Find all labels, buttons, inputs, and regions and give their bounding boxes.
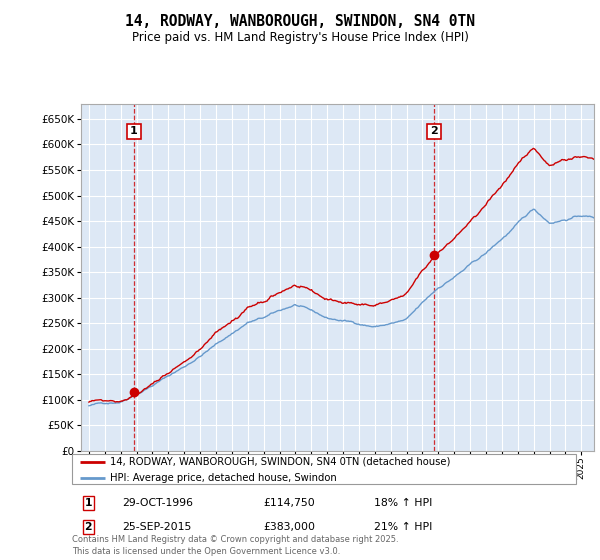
Text: 1: 1	[130, 127, 138, 137]
Text: 2: 2	[430, 127, 438, 137]
Text: £114,750: £114,750	[263, 498, 315, 508]
Text: 18% ↑ HPI: 18% ↑ HPI	[374, 498, 433, 508]
Text: 14, RODWAY, WANBOROUGH, SWINDON, SN4 0TN (detached house): 14, RODWAY, WANBOROUGH, SWINDON, SN4 0TN…	[110, 457, 450, 467]
Text: 1: 1	[85, 498, 92, 508]
Text: £383,000: £383,000	[263, 522, 316, 533]
Text: Price paid vs. HM Land Registry's House Price Index (HPI): Price paid vs. HM Land Registry's House …	[131, 31, 469, 44]
Text: Contains HM Land Registry data © Crown copyright and database right 2025.
This d: Contains HM Land Registry data © Crown c…	[72, 535, 398, 556]
Text: 14, RODWAY, WANBOROUGH, SWINDON, SN4 0TN: 14, RODWAY, WANBOROUGH, SWINDON, SN4 0TN	[125, 14, 475, 29]
Text: 29-OCT-1996: 29-OCT-1996	[122, 498, 193, 508]
Text: HPI: Average price, detached house, Swindon: HPI: Average price, detached house, Swin…	[110, 473, 337, 483]
FancyBboxPatch shape	[72, 454, 576, 484]
Text: 21% ↑ HPI: 21% ↑ HPI	[374, 522, 433, 533]
Text: 2: 2	[85, 522, 92, 533]
Text: 25-SEP-2015: 25-SEP-2015	[122, 522, 192, 533]
